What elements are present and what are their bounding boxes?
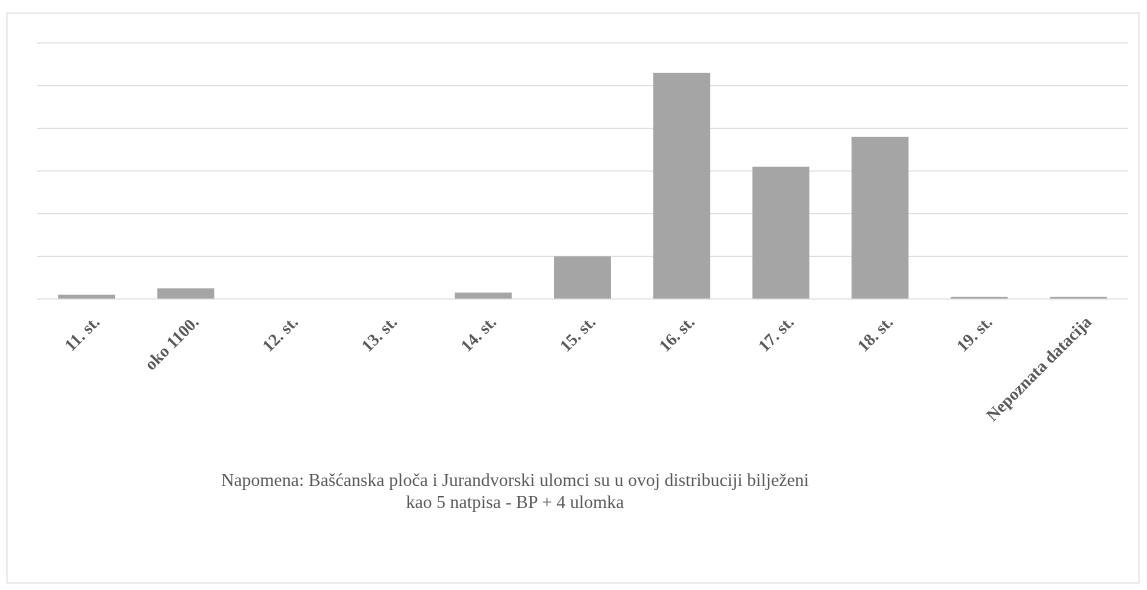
bars bbox=[58, 72, 1107, 299]
chart-note-line-1: Napomena: Bašćanska ploča i Jurandvorski… bbox=[221, 470, 809, 490]
bar bbox=[653, 72, 711, 299]
category-label: 12. st. bbox=[259, 312, 302, 355]
category-label: 15. st. bbox=[556, 312, 599, 355]
category-label: 17. st. bbox=[755, 312, 798, 355]
category-labels: 11. st. oko 1100. 12. st. 13. st. 14. st. 15.… bbox=[61, 312, 1096, 425]
category-label: 11. st. bbox=[61, 312, 103, 354]
bar bbox=[752, 166, 810, 299]
bar bbox=[454, 292, 512, 299]
bar bbox=[950, 296, 1008, 299]
bar bbox=[157, 288, 215, 299]
chart-border bbox=[6, 12, 1140, 584]
category-label: 13. st. bbox=[358, 312, 401, 355]
bar bbox=[58, 294, 116, 299]
bar bbox=[554, 256, 611, 299]
chart-note-line-2: kao 5 natpisa - BP + 4 ulomka bbox=[406, 491, 624, 512]
gridlines bbox=[37, 42, 1128, 257]
category-label: Nepoznata datacija bbox=[983, 312, 1096, 425]
bar bbox=[851, 136, 909, 299]
category-label: oko 1100. bbox=[141, 312, 203, 374]
bar bbox=[1049, 296, 1107, 299]
category-label: 14. st. bbox=[457, 312, 500, 355]
category-label: 19. st. bbox=[953, 312, 996, 355]
category-label: 16. st. bbox=[655, 312, 698, 355]
chart-note: Napomena: Bašćanska ploča i Jurandvorski… bbox=[100, 470, 930, 513]
category-label: 18. st. bbox=[854, 312, 897, 355]
